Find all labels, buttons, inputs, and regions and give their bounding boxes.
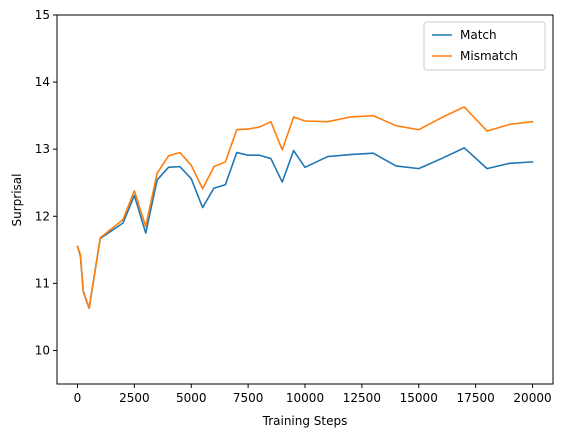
series-line-match	[76, 147, 534, 309]
x-tick-label: 10000	[286, 391, 324, 405]
y-tick-label: 12	[35, 209, 50, 223]
y-axis-title: Surprisal	[10, 174, 24, 227]
plot-area	[57, 15, 553, 384]
x-tick-label: 12500	[343, 391, 381, 405]
y-tick-label: 15	[35, 8, 50, 22]
x-tick-label: 0	[74, 391, 82, 405]
legend-label: Match	[460, 28, 497, 42]
x-axis-title: Training Steps	[262, 414, 348, 428]
legend: Match Mismatch	[423, 21, 546, 71]
series-layer	[76, 106, 534, 309]
y-tick-label: 11	[35, 276, 50, 290]
x-tick-label: 5000	[176, 391, 207, 405]
legend-box	[423, 21, 546, 71]
y-tick-label: 14	[35, 75, 50, 89]
y-axis: 10 11 12 13 14 15	[35, 8, 57, 357]
x-axis: 0 2500 5000 7500 10000 12500 15000 17500 20000	[74, 384, 552, 405]
x-tick-label: 2500	[119, 391, 150, 405]
series-line-mismatch	[76, 106, 534, 309]
x-tick-label: 7500	[233, 391, 264, 405]
y-tick-label: 13	[35, 142, 50, 156]
legend-label: Mismatch	[460, 49, 518, 63]
x-tick-label: 17500	[457, 391, 495, 405]
x-tick-label: 15000	[400, 391, 438, 405]
y-tick-label: 10	[35, 343, 50, 357]
x-tick-label: 20000	[513, 391, 551, 405]
